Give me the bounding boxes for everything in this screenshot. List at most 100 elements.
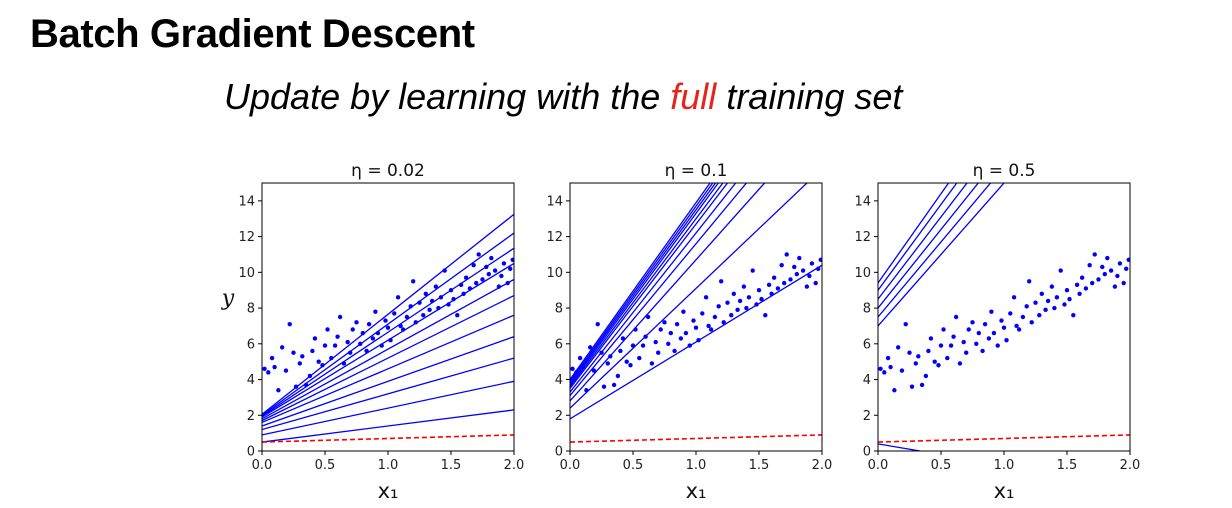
data-point [1096,277,1101,282]
data-point [269,355,275,361]
data-point [446,302,451,307]
data-point [316,359,321,364]
data-point [329,355,334,361]
y-tick-label: 0 [555,445,563,460]
x-tick-label: 0.5 [931,458,952,473]
data-point [461,291,466,296]
data-point [941,327,946,332]
model-line [570,264,822,420]
data-point [885,355,891,361]
data-point [484,264,489,270]
initial-line [570,434,822,443]
data-point [348,350,353,355]
data-point [1105,255,1110,261]
data-point [779,262,784,268]
data-point [283,368,289,373]
data-point [763,313,768,318]
model-line [262,380,514,436]
data-point [510,257,514,263]
model-line [570,183,724,388]
data-point [999,318,1004,323]
data-point [700,311,705,316]
data-point [807,273,812,279]
data-point [312,336,318,341]
data-point [1074,282,1080,288]
data-point [1102,271,1108,277]
data-point [580,364,585,370]
y-tick-label: 14 [546,194,563,209]
model-line [262,314,514,424]
data-point [974,341,979,346]
data-point [813,280,818,286]
data-point [721,320,726,325]
data-point [413,320,418,325]
data-point [907,350,912,355]
data-point [601,384,607,389]
data-point [307,373,313,379]
data-point [605,361,610,366]
data-point [640,343,646,348]
data-point [354,320,359,325]
data-point [656,350,661,355]
data-point [373,309,378,314]
data-point [970,320,975,325]
data-point [750,268,755,273]
chart-title: η = 0.02 [351,161,425,181]
data-point [385,325,391,330]
data-point [335,334,340,339]
data-point [1092,252,1097,257]
data-point [729,313,734,318]
data-point [630,343,636,348]
plot-area [570,183,822,443]
x-tick-label: 1.0 [994,458,1015,473]
model-line [262,278,514,420]
model-line [262,247,514,417]
data-point [882,370,887,375]
data-point [591,368,597,373]
x-tick-label: 1.5 [1057,458,1078,473]
data-point [266,370,271,375]
data-point [1043,307,1048,313]
data-point [375,330,381,336]
model-line [570,183,729,389]
data-point [794,271,799,277]
data-point [455,313,460,318]
data-point [474,280,479,286]
data-point [1083,286,1089,291]
data-point [989,309,994,314]
data-point [272,364,277,370]
plot-area [262,213,514,443]
x-tick-label: 0.0 [560,458,581,473]
data-point [448,288,454,293]
x-tick-label: 0.0 [868,458,889,473]
data-point [379,343,384,348]
data-point [696,338,701,343]
data-point [951,334,956,339]
data-point [923,373,929,379]
data-point [938,343,944,348]
data-point [276,388,281,393]
data-point [611,382,617,388]
data-point [895,345,901,350]
data-point [744,305,749,311]
y-tick-label: 12 [854,230,871,245]
data-point [916,354,921,359]
model-line [878,183,1005,327]
data-point [618,348,623,354]
x-tick-label: 1.0 [378,458,399,473]
data-point [628,363,633,368]
chart-panel-2: 0.0 0.5 1.0 1.5 2.0 0 2 4 6 8 10 12 14 η = 0.1 x₁ [546,161,832,503]
chart-panel-1: 0.0 0.5 1.0 1.5 2.0 0 2 4 6 8 10 12 14 η = 0.02 x₁ y [221,161,525,503]
data-point [1117,261,1123,266]
data-point [797,255,802,261]
data-point [633,327,638,332]
data-point [708,327,714,332]
data-point [784,252,789,257]
data-point [1067,296,1072,302]
data-point [471,262,476,268]
data-point [681,309,686,314]
x-tick-label: 1.5 [749,458,770,473]
data-point [1016,327,1022,332]
data-point [961,339,966,345]
y-tick-label: 6 [863,337,871,352]
